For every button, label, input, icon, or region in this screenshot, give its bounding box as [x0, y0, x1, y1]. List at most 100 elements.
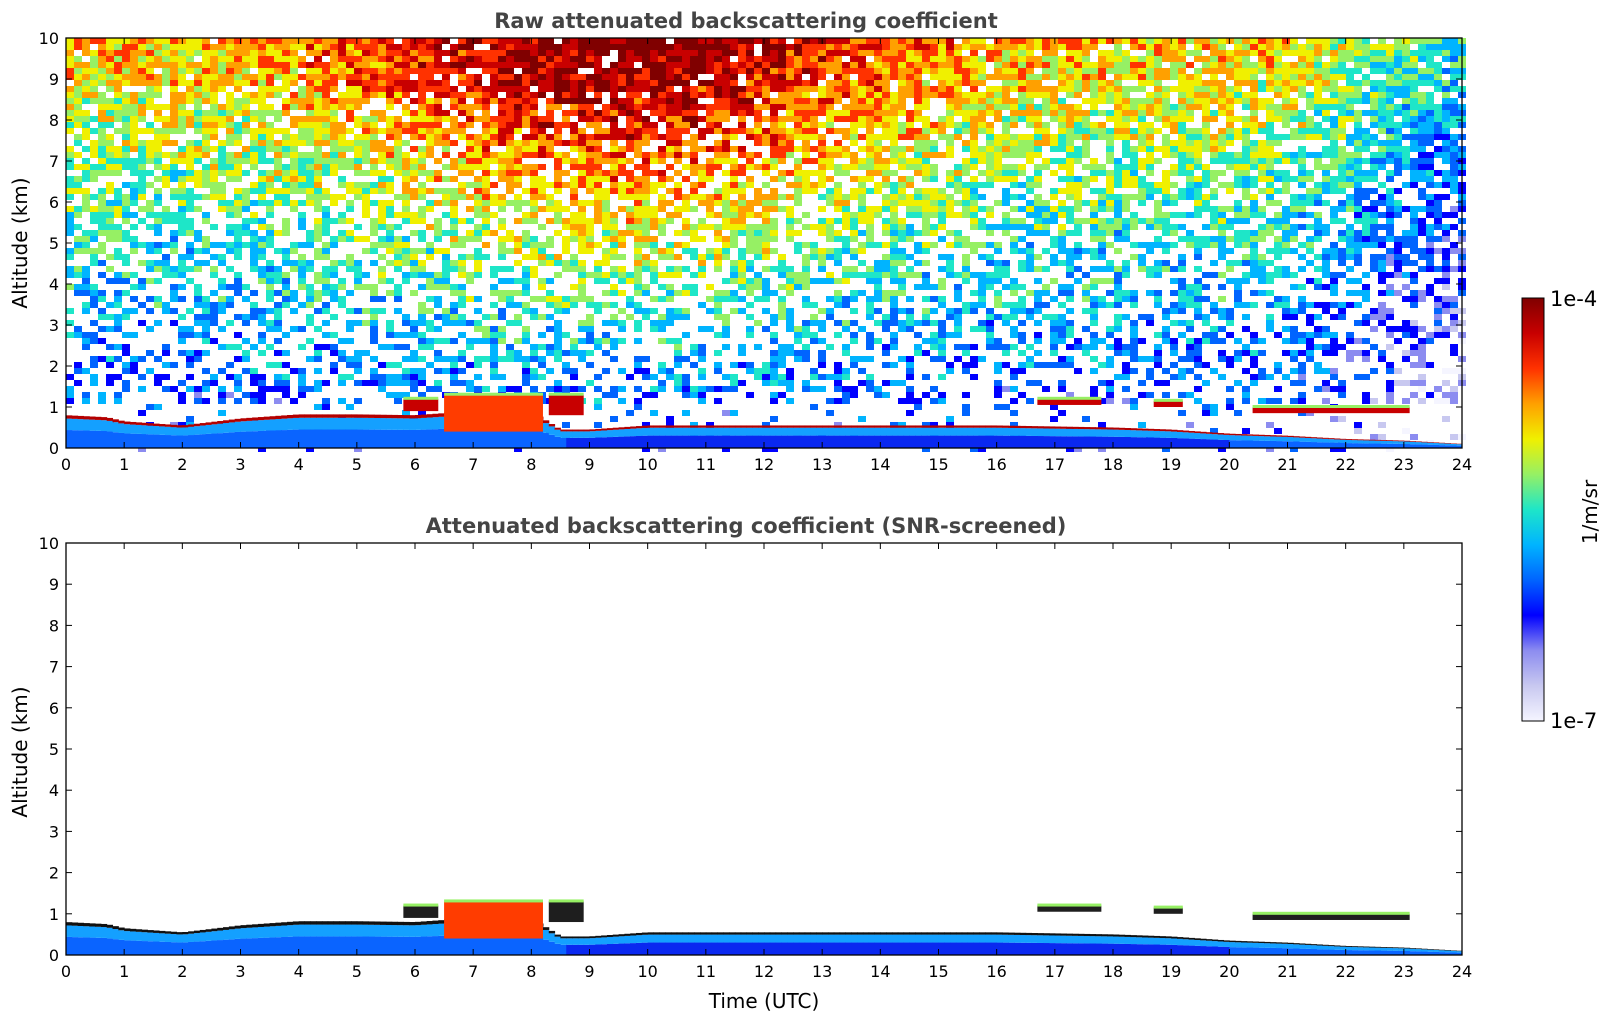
- noise-cell: [618, 38, 626, 44]
- noise-cell: [690, 92, 698, 98]
- noise-cell: [322, 164, 330, 170]
- noise-cell: [434, 80, 442, 86]
- noise-cell: [802, 254, 810, 260]
- noise-cell: [626, 44, 634, 50]
- noise-cell: [842, 170, 850, 176]
- noise-cell: [666, 218, 674, 224]
- noise-cell: [778, 122, 786, 128]
- noise-cell: [1074, 146, 1082, 152]
- noise-cell: [434, 170, 442, 176]
- noise-cell: [186, 164, 194, 170]
- noise-cell: [1170, 224, 1178, 230]
- noise-cell: [1122, 116, 1130, 122]
- noise-cell: [474, 38, 482, 44]
- noise-cell: [898, 254, 906, 260]
- noise-cell: [370, 86, 378, 92]
- noise-cell: [834, 188, 842, 194]
- noise-cell: [866, 230, 874, 236]
- noise-cell: [794, 56, 802, 62]
- noise-cell: [626, 92, 634, 98]
- noise-cell: [314, 158, 322, 164]
- noise-cell: [978, 218, 986, 224]
- noise-cell: [1378, 128, 1386, 134]
- noise-cell: [786, 182, 794, 188]
- noise-cell: [466, 44, 474, 50]
- noise-cell: [1242, 206, 1250, 212]
- noise-cell: [290, 116, 298, 122]
- noise-cell: [386, 248, 394, 254]
- noise-cell: [394, 158, 402, 164]
- noise-cell: [1106, 176, 1114, 182]
- noise-cell: [554, 152, 562, 158]
- noise-cell: [402, 74, 410, 80]
- noise-cell: [938, 92, 946, 98]
- noise-cell: [970, 140, 978, 146]
- noise-cell: [242, 92, 250, 98]
- noise-cell: [818, 194, 826, 200]
- noise-cell: [898, 86, 906, 92]
- noise-cell: [1066, 182, 1074, 188]
- noise-cell: [1106, 38, 1114, 44]
- noise-cell: [874, 242, 882, 248]
- noise-cell: [1426, 200, 1434, 206]
- noise-cell: [314, 206, 322, 212]
- noise-cell: [1122, 56, 1130, 62]
- noise-cell: [730, 134, 738, 140]
- noise-cell: [242, 98, 250, 104]
- noise-cell: [850, 212, 858, 218]
- noise-cell: [458, 80, 466, 86]
- noise-cell: [1370, 164, 1378, 170]
- noise-cell: [298, 212, 306, 218]
- noise-cell: [1138, 110, 1146, 116]
- noise-cell: [626, 38, 634, 44]
- noise-cell: [74, 134, 82, 140]
- noise-cell: [186, 152, 194, 158]
- noise-cell: [394, 224, 402, 230]
- noise-cell: [1266, 158, 1274, 164]
- noise-cell: [466, 236, 474, 242]
- noise-cell: [1010, 104, 1018, 110]
- noise-cell: [202, 92, 210, 98]
- noise-cell: [362, 200, 370, 206]
- noise-cell: [690, 230, 698, 236]
- noise-cell: [258, 236, 266, 242]
- noise-cell: [178, 218, 186, 224]
- noise-cell: [202, 62, 210, 68]
- noise-cell: [922, 164, 930, 170]
- noise-cell: [306, 152, 314, 158]
- noise-cell: [1354, 230, 1362, 236]
- noise-cell: [1378, 140, 1386, 146]
- noise-cell: [786, 206, 794, 212]
- noise-cell: [714, 236, 722, 242]
- noise-cell: [1042, 68, 1050, 74]
- noise-cell: [474, 62, 482, 68]
- noise-cell: [282, 146, 290, 152]
- noise-cell: [770, 176, 778, 182]
- noise-cell: [1082, 128, 1090, 134]
- noise-cell: [506, 230, 514, 236]
- noise-cell: [1306, 134, 1314, 140]
- noise-cell: [482, 182, 490, 188]
- noise-cell: [130, 134, 138, 140]
- noise-cell: [658, 206, 666, 212]
- noise-cell: [1098, 68, 1106, 74]
- noise-cell: [1314, 68, 1322, 74]
- noise-cell: [546, 146, 554, 152]
- noise-cell: [306, 38, 314, 44]
- noise-cell: [506, 110, 514, 116]
- noise-cell: [322, 122, 330, 128]
- noise-cell: [82, 158, 90, 164]
- noise-cell: [850, 104, 858, 110]
- noise-cell: [226, 170, 234, 176]
- noise-cell: [1450, 110, 1458, 116]
- noise-cell: [1098, 98, 1106, 104]
- noise-cell: [730, 230, 738, 236]
- noise-cell: [1362, 74, 1370, 80]
- noise-cell: [210, 146, 218, 152]
- noise-cell: [650, 110, 658, 116]
- noise-cell: [1410, 122, 1418, 128]
- noise-cell: [562, 74, 570, 80]
- noise-cell: [1434, 224, 1442, 230]
- noise-cell: [522, 80, 530, 86]
- noise-cell: [858, 68, 866, 74]
